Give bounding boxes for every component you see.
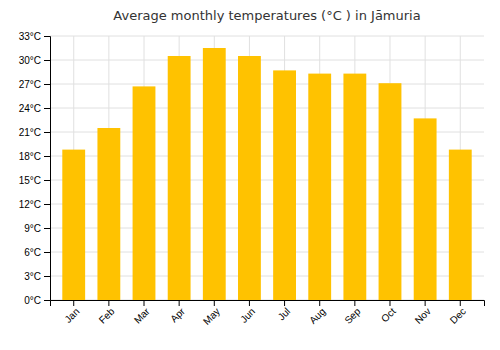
bar [203, 48, 226, 300]
y-tick: 21°C [19, 127, 50, 138]
chart-container: Jan Feb Mar Apr May Jun Jul Aug Sep Oct Nov Dec 0°C 3… [0, 0, 500, 350]
y-tick: 33°C [19, 31, 50, 42]
x-tick: Jan [62, 300, 81, 325]
x-tick-label: Aug [307, 306, 327, 326]
bar [133, 86, 156, 300]
y-tick: 15°C [19, 175, 50, 186]
x-tick: Jul [276, 300, 293, 322]
x-tick-label: Sep [342, 305, 363, 326]
x-tick: Aug [307, 300, 327, 326]
y-tick-mark [44, 204, 50, 205]
bar [97, 128, 120, 300]
y-tick: 9°C [24, 223, 50, 234]
x-tick-label: May [201, 306, 222, 327]
y-tick-label: 12°C [19, 199, 41, 210]
bar [168, 56, 191, 300]
y-tick-label: 30°C [19, 55, 41, 66]
x-tick-mark [144, 300, 145, 306]
y-axis-line [44, 37, 51, 301]
x-tick: Dec [448, 300, 468, 326]
y-tick-mark [44, 36, 50, 37]
x-tick: Mar [132, 300, 152, 326]
x-tick: Feb [97, 300, 117, 326]
grid [50, 36, 484, 300]
x-tick-label: Dec [448, 306, 468, 326]
y-tick-mark [44, 108, 50, 109]
chart-svg: Jan Feb Mar Apr May Jun Jul Aug Sep Oct Nov Dec 0°C 3… [0, 0, 500, 350]
x-tick-label: Jun [238, 306, 257, 325]
x-tick-mark [354, 300, 355, 306]
x-tick-mark [425, 300, 426, 306]
bar [308, 74, 331, 300]
y-tick-mark [44, 228, 50, 229]
y-tick: 30°C [19, 55, 50, 66]
y-tick-mark [44, 276, 50, 277]
x-tick-mark [214, 300, 215, 306]
bar [273, 70, 296, 300]
y-grid-line [50, 36, 484, 37]
x-tick-mark [319, 300, 320, 306]
y-axis: 0°C 3°C 6°C 9°C 12°C 15°C 18°C 21°C 24°C 27°C 30°C… [19, 31, 51, 306]
y-tick: 12°C [19, 199, 50, 210]
bar [343, 74, 366, 300]
x-tick-label: Oct [379, 306, 398, 325]
y-tick-label: 0°C [24, 295, 41, 306]
y-tick: 3°C [24, 271, 50, 282]
y-tick-mark [44, 252, 50, 253]
x-tick-mark [108, 300, 109, 306]
y-tick-mark [44, 180, 50, 181]
y-tick-label: 9°C [24, 223, 41, 234]
x-tick-mark [73, 300, 74, 306]
bar [62, 150, 85, 300]
y-tick-mark [44, 132, 50, 133]
y-tick-mark [44, 156, 50, 157]
y-tick-label: 24°C [19, 103, 41, 114]
x-tick: Nov [413, 300, 433, 326]
y-tick: 0°C [24, 295, 50, 306]
y-grid-line [50, 84, 484, 85]
y-tick-label: 33°C [19, 31, 41, 42]
bar [414, 118, 437, 300]
x-tick: Oct [379, 300, 398, 324]
y-tick-mark [44, 60, 50, 61]
x-tick-mark [460, 300, 461, 306]
x-axis: Jan Feb Mar Apr May Jun Jul Aug Sep Oct Nov Dec [51, 300, 485, 327]
bar [379, 83, 402, 300]
y-tick-label: 18°C [19, 151, 41, 162]
x-tick-mark [389, 300, 390, 306]
y-tick: 24°C [19, 103, 50, 114]
x-tick-label: Nov [413, 306, 433, 326]
x-tick: May [201, 300, 222, 327]
y-tick-label: 6°C [24, 247, 41, 258]
x-tick-label: Apr [168, 305, 187, 324]
x-axis-line [51, 301, 485, 307]
y-tick-label: 3°C [24, 271, 41, 282]
title: Average monthly temperatures (°C ) in Jā… [113, 8, 420, 23]
x-tick: Jun [238, 300, 257, 325]
y-tick-mark [44, 84, 50, 85]
x-tick-label: Mar [132, 305, 152, 325]
y-grid-line [50, 108, 484, 109]
x-tick: Sep [342, 300, 363, 326]
y-tick-label: 15°C [19, 175, 41, 186]
y-grid-line [50, 60, 484, 61]
bar [449, 150, 472, 300]
y-tick-label: 21°C [19, 127, 41, 138]
x-tick-label: Feb [97, 305, 117, 325]
y-tick-label: 27°C [19, 79, 41, 90]
x-tick-mark [179, 300, 180, 306]
x-tick: Apr [168, 300, 187, 324]
y-tick: 18°C [19, 151, 50, 162]
y-tick: 27°C [19, 79, 50, 90]
plot: Jan Feb Mar Apr May Jun Jul Aug Sep Oct Nov Dec 0°C 3… [19, 31, 485, 327]
bar [238, 56, 261, 300]
x-tick-label: Jan [62, 306, 81, 325]
bars [62, 48, 471, 300]
y-tick-mark [44, 300, 50, 301]
x-tick-label: Jul [276, 306, 293, 323]
y-tick: 6°C [24, 247, 50, 258]
x-tick-mark [284, 300, 285, 306]
x-tick-mark [249, 300, 250, 306]
